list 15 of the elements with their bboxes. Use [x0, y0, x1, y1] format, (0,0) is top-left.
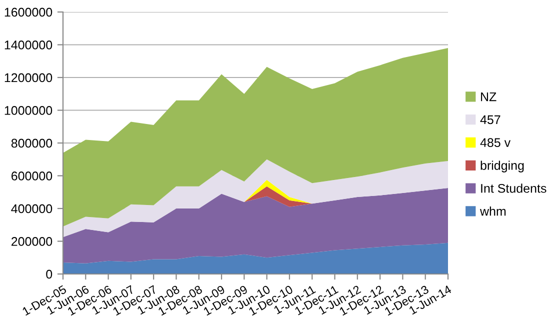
- legend-label: NZ: [481, 92, 496, 102]
- y-tick-label: 200000: [12, 237, 52, 246]
- y-tick-label: 0: [46, 270, 52, 279]
- y-tick-label: 1200000: [4, 73, 52, 82]
- legend-label: whm: [480, 206, 506, 216]
- y-tick-label: 800000: [11, 138, 52, 148]
- legend-label: 457: [480, 115, 500, 124]
- y-tick-label: 1400000: [4, 40, 52, 50]
- legend-label: bridging: [480, 160, 524, 172]
- y-tick-label: 1600000: [4, 8, 52, 17]
- y-tick-label: 400000: [11, 204, 52, 214]
- y-tick-label: 1000000: [4, 106, 52, 115]
- legend-label: 485 v: [480, 138, 511, 148]
- y-tick-label: 600000: [12, 172, 52, 180]
- legend-label: Int Students: [481, 184, 546, 193]
